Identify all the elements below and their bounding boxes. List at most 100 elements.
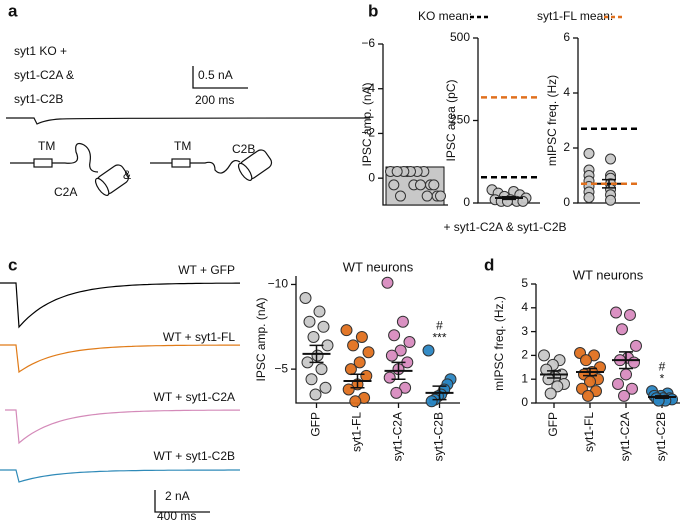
trace-label: WT + GFP — [178, 263, 235, 277]
y-tick-label: 250 — [450, 113, 470, 127]
axis — [295, 276, 460, 404]
data-point — [582, 389, 594, 402]
data-point — [317, 320, 330, 333]
data-point — [315, 363, 328, 376]
y-tick-label: 1 — [521, 371, 528, 385]
significance-mark: *** — [432, 331, 446, 345]
y-tick-label: −6 — [361, 36, 375, 50]
data-point — [394, 344, 407, 357]
y-axis-label: mIPSC freq. (Hz) — [545, 75, 559, 166]
y-tick-label: 5 — [521, 276, 528, 290]
data-point — [610, 306, 622, 319]
y-tick-label: 0 — [563, 195, 570, 209]
significance-mark: # — [436, 319, 443, 333]
trace-label: WT + syt1-C2A — [154, 390, 235, 404]
x-tick-label: syt1-FL — [350, 412, 364, 452]
data-point — [628, 356, 640, 369]
data-point — [580, 354, 592, 367]
data-point — [425, 395, 438, 408]
scale-label: 0.5 nA — [198, 68, 233, 82]
panel-label: a — [8, 1, 18, 20]
data-point — [605, 194, 617, 206]
data-point — [390, 386, 403, 399]
construct-text: syt1-C2A & — [14, 68, 74, 82]
data-point — [544, 387, 557, 400]
diagram-label: & — [123, 168, 131, 182]
legend-label: KO mean: — [418, 9, 472, 23]
trace — [0, 282, 240, 329]
footer-text: + syt1-C2A & syt1-C2B — [443, 220, 566, 234]
error-bar — [350, 373, 365, 389]
data-point — [618, 389, 630, 402]
diagram-label: TM — [38, 139, 55, 153]
data-point — [299, 292, 312, 305]
y-tick-label: 0 — [368, 170, 375, 184]
data-point — [399, 381, 412, 394]
chart-title: WT neurons — [573, 267, 644, 282]
y-tick-label: 4 — [563, 85, 570, 99]
scale-label: 2 nA — [165, 489, 190, 503]
data-point — [313, 305, 326, 318]
y-tick-label: 3 — [521, 324, 528, 338]
data-point — [388, 329, 401, 342]
panel-label: d — [484, 255, 494, 274]
data-point — [624, 308, 636, 321]
x-tick-label: GFP — [309, 412, 323, 437]
trace — [6, 117, 371, 125]
data-point — [321, 339, 334, 352]
y-tick-label: 0 — [463, 195, 470, 209]
data-point — [612, 377, 624, 390]
data-point — [311, 349, 324, 362]
diagram-label: C2B — [232, 142, 255, 156]
y-axis-label: IPSC amp. (nA) — [360, 82, 374, 166]
scale-label: 200 ms — [195, 93, 234, 107]
error-bar — [655, 395, 669, 399]
data-point — [605, 153, 617, 165]
trace — [0, 469, 240, 483]
x-tick-label: syt1-C2A — [618, 412, 632, 461]
data-point — [396, 315, 409, 328]
data-point — [305, 373, 318, 386]
data-point — [307, 330, 320, 343]
data-point — [362, 346, 375, 359]
y-tick-label: 6 — [563, 30, 570, 44]
diagram-label: TM — [174, 139, 191, 153]
data-point — [538, 349, 550, 362]
data-point — [422, 344, 435, 357]
data-point — [403, 336, 416, 349]
error-bar — [583, 367, 597, 377]
chart-title: WT neurons — [343, 259, 414, 274]
data-point — [630, 339, 642, 352]
data-point — [355, 330, 368, 343]
y-tick-label: −5 — [274, 361, 288, 375]
data-point — [428, 179, 440, 191]
data-point — [319, 381, 332, 394]
data-point — [347, 339, 360, 352]
y-axis-label: IPSC area (pC) — [444, 79, 458, 161]
data-point — [383, 371, 396, 384]
data-point — [626, 382, 638, 395]
trace — [5, 409, 240, 445]
data-point — [309, 388, 322, 401]
x-tick-label: GFP — [546, 412, 560, 437]
y-tick-label: −4 — [361, 81, 375, 95]
data-point — [620, 368, 632, 381]
panel-label: c — [8, 255, 17, 274]
data-point — [583, 148, 595, 159]
x-tick-label: syt1-C2B — [654, 412, 668, 461]
x-tick-label: syt1-C2A — [391, 412, 405, 461]
data-point — [435, 190, 446, 202]
significance-mark: * — [660, 371, 665, 385]
data-point — [421, 190, 433, 202]
error-bar — [309, 344, 324, 364]
y-axis-label: IPSC amp. (nA) — [254, 297, 268, 381]
y-tick-label: 500 — [450, 30, 470, 44]
data-point — [340, 324, 353, 337]
data-point — [353, 356, 366, 369]
data-point — [415, 179, 426, 191]
y-tick-label: −2 — [361, 126, 375, 140]
x-tick-label: syt1-FL — [582, 412, 596, 452]
scale-bar — [154, 490, 210, 513]
y-tick-label: 2 — [521, 348, 528, 362]
